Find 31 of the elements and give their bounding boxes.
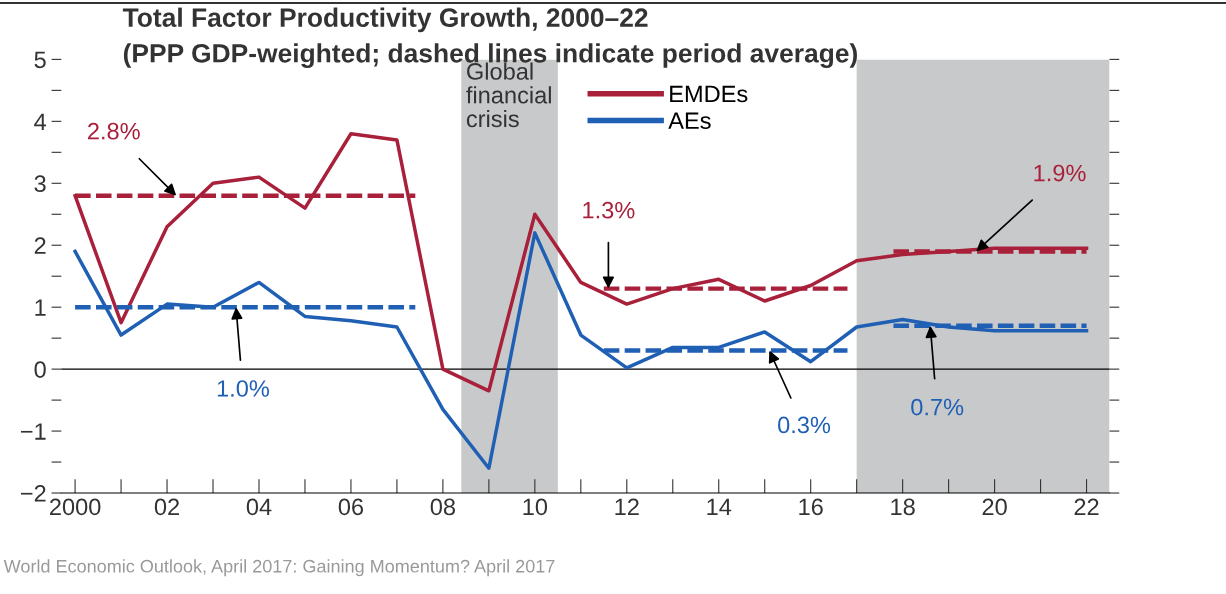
annotation: 0.3% <box>778 416 831 434</box>
annotation: 2.8% <box>88 122 140 140</box>
x-tick-label: 12 <box>615 498 639 515</box>
line-series <box>73 231 1089 470</box>
x-tick-label: 14 <box>707 498 732 515</box>
y-tick-label: 3 <box>34 175 46 193</box>
x-tick-label: 04 <box>246 498 272 516</box>
y-tick-label: 0 <box>34 361 46 378</box>
y-tick-label: 1 <box>35 299 46 316</box>
annotation: 1.9% <box>1034 164 1086 182</box>
chart-title: Total Factor Productivity Growth, 2000–22 <box>122 7 648 33</box>
x-tick-label: 06 <box>338 498 364 516</box>
x-tick-label: 22 <box>1074 498 1099 515</box>
legend-label: AEs <box>668 112 711 130</box>
y-tick-label: 4 <box>34 113 47 130</box>
annotation: 1.0% <box>217 380 270 397</box>
x-tick-label: 20 <box>982 498 1007 516</box>
x-tick-label: 08 <box>430 498 455 516</box>
x-tick-label: 16 <box>799 498 823 516</box>
y-tick-label: 2 <box>34 237 46 254</box>
x-tick-label: 2000 <box>50 498 101 516</box>
x-tick-label: 10 <box>523 498 548 516</box>
legend-label: EMDEs <box>670 85 748 103</box>
annotation: 1.3% <box>583 201 635 219</box>
y-tick-label: 5 <box>34 51 46 69</box>
x-tick-label: 18 <box>891 498 915 516</box>
y-tick-label: −1 <box>20 423 46 440</box>
y-tick-label: −2 <box>20 485 46 502</box>
annotation: 0.7% <box>911 398 964 416</box>
x-tick-label: 02 <box>154 498 179 516</box>
text: World Economic Outlook, April 2017: Gaining Momentum? April 2017 <box>3 559 555 577</box>
